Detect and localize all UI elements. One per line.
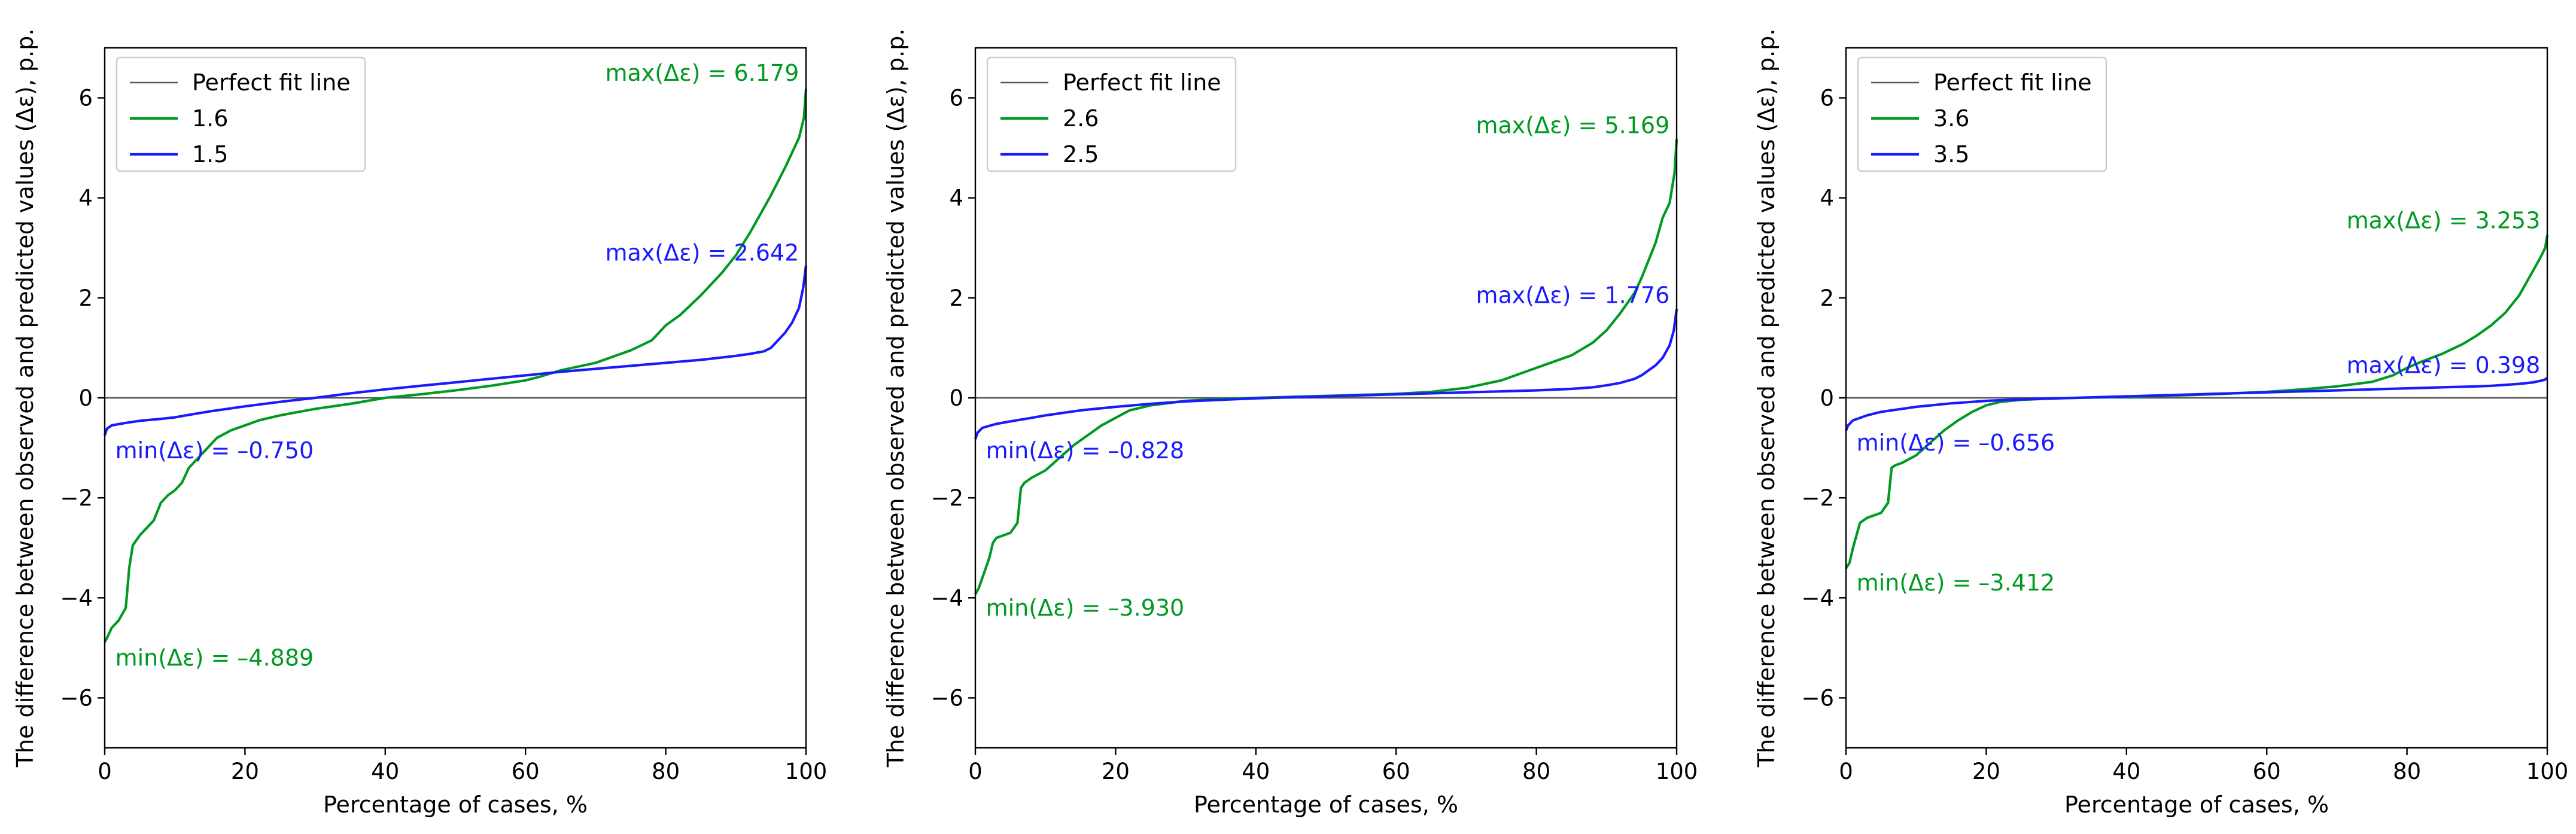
legend-label: 2.5 [1063, 141, 1099, 168]
legend-label: 3.5 [1933, 141, 1969, 168]
x-axis-label: Percentage of cases, % [2064, 792, 2329, 818]
x-tick-label: 20 [1102, 759, 1130, 784]
y-tick-label: 0 [1820, 385, 1834, 411]
chart-panel-1: 0 20 40 60 80 100 −6 −4 −2 0 2 4 6 Percentage of case… [12, 29, 827, 818]
x-tick-label: 0 [968, 759, 983, 784]
series-line-3.5 [1845, 376, 2548, 431]
y-axis-label: The difference between observed and pred… [883, 29, 909, 768]
x-tick-label: 80 [652, 759, 680, 784]
y-tick-label: 2 [78, 285, 93, 311]
x-tick-label: 0 [1839, 759, 1853, 784]
x-tick-label: 20 [1972, 759, 2000, 784]
legend-label: Perfect fit line [192, 69, 351, 96]
y-tick-label: 2 [1820, 285, 1834, 311]
x-tick-label: 60 [2253, 759, 2281, 784]
legend-label: 2.6 [1063, 105, 1099, 132]
x-tick-label: 40 [371, 759, 399, 784]
legend-box [1857, 56, 2107, 172]
series-line-2.6 [974, 139, 1678, 595]
annotation-label: min(Δε) = –4.889 [115, 645, 314, 671]
y-tick-label: 4 [1820, 185, 1834, 211]
annotation-label: max(Δε) = 2.642 [606, 240, 799, 266]
y-tick-label: −4 [60, 585, 93, 611]
legend-box [115, 56, 366, 172]
legend-label: 3.6 [1933, 105, 1969, 132]
x-tick-label: 100 [1656, 759, 1698, 784]
y-tick-label: 4 [949, 185, 963, 211]
x-tick-label: 100 [785, 759, 828, 784]
x-tick-label: 80 [1522, 759, 1550, 784]
annotation-label: max(Δε) = 5.169 [1476, 112, 1670, 139]
y-tick-label: −4 [930, 585, 963, 611]
annotation-label: max(Δε) = 1.776 [1476, 282, 1670, 309]
x-tick-label: 80 [2393, 759, 2421, 784]
y-tick-label: 6 [1820, 86, 1834, 111]
annotation-label: min(Δε) = –0.656 [1857, 430, 2055, 456]
legend-label: 1.5 [192, 141, 228, 168]
y-tick-label: −6 [930, 685, 963, 711]
x-tick-label: 60 [512, 759, 540, 784]
annotation-label: min(Δε) = –0.828 [986, 437, 1185, 464]
y-tick-label: 0 [78, 385, 93, 411]
x-axis-label: Percentage of cases, % [1194, 792, 1458, 818]
annotation-label: max(Δε) = 3.253 [2347, 207, 2541, 233]
series-line-2.5 [974, 309, 1678, 440]
y-tick-label: 2 [949, 285, 963, 311]
y-axis-label: The difference between observed and pred… [12, 29, 38, 768]
x-tick-label: 40 [1242, 759, 1270, 784]
annotation-label: min(Δε) = –0.750 [115, 437, 314, 464]
x-tick-label: 0 [98, 759, 112, 784]
annotation-label: max(Δε) = 6.179 [606, 60, 799, 86]
y-tick-label: 4 [78, 185, 93, 211]
annotation-label: min(Δε) = –3.412 [1857, 570, 2055, 596]
y-axis-label: The difference between observed and pred… [1753, 29, 1780, 768]
series-line-1.6 [104, 89, 808, 643]
series-line-3.6 [1845, 235, 2549, 570]
chart-panel-3: 0 20 40 60 80 100 −6 −4 −2 0 2 4 6 Percentage of case… [1753, 29, 2568, 818]
y-tick-label: −2 [930, 485, 963, 511]
y-tick-label: 6 [949, 86, 963, 111]
y-tick-label: −4 [1801, 585, 1834, 611]
y-tick-label: 0 [949, 385, 963, 411]
y-tick-label: 6 [78, 86, 93, 111]
x-tick-label: 60 [1382, 759, 1410, 784]
x-tick-label: 40 [2112, 759, 2140, 784]
chart-panel-2: 0 20 40 60 80 100 −6 −4 −2 0 2 4 6 Percentage of case… [883, 29, 1698, 818]
legend-label: Perfect fit line [1933, 69, 2092, 96]
legend-label: Perfect fit line [1063, 69, 1221, 96]
legend-box [986, 56, 1237, 172]
y-tick-label: −2 [60, 485, 93, 511]
legend-label: 1.6 [192, 105, 228, 132]
x-tick-label: 100 [2526, 759, 2569, 784]
x-tick-label: 20 [231, 759, 259, 784]
y-tick-label: −6 [60, 685, 93, 711]
y-tick-label: −2 [1801, 485, 1834, 511]
x-axis-label: Percentage of cases, % [323, 792, 588, 818]
annotation-label: min(Δε) = –3.930 [986, 595, 1185, 621]
annotation-label: max(Δε) = 0.398 [2347, 352, 2541, 379]
y-tick-label: −6 [1801, 685, 1834, 711]
series-line-1.5 [104, 265, 808, 436]
